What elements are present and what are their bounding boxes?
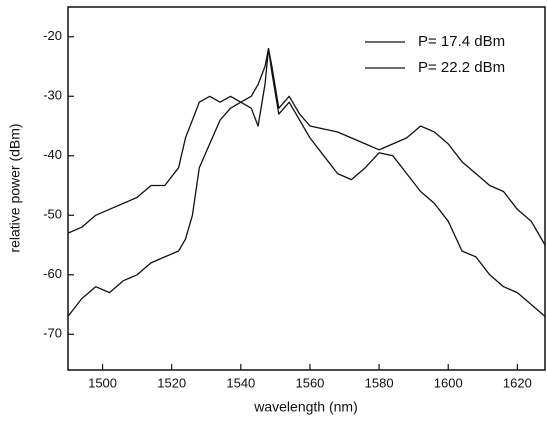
x-tick-label: 1520 bbox=[157, 375, 186, 390]
x-tick-label: 1540 bbox=[226, 375, 255, 390]
x-tick-label: 1500 bbox=[88, 375, 117, 390]
line-series bbox=[67, 48, 546, 317]
legend-label: P= 22.2 dBm bbox=[418, 59, 505, 76]
plot-frame bbox=[67, 6, 546, 371]
y-tick-label: -40 bbox=[43, 147, 62, 162]
y-axis-label: relative power (dBm) bbox=[7, 123, 23, 252]
line-series bbox=[67, 48, 546, 246]
legend-label: P= 17.4 dBm bbox=[418, 33, 505, 50]
x-tick-label: 1560 bbox=[295, 375, 324, 390]
y-tick-label: -60 bbox=[43, 266, 62, 281]
x-tick-label: 1600 bbox=[434, 375, 463, 390]
y-tick-label: -70 bbox=[43, 326, 62, 341]
x-axis-label: wavelength (nm) bbox=[253, 399, 358, 415]
x-tick-label: 1620 bbox=[503, 375, 532, 390]
x-tick-label: 1580 bbox=[365, 375, 394, 390]
y-tick-label: -50 bbox=[43, 207, 62, 222]
y-tick-label: -30 bbox=[43, 88, 62, 103]
y-tick-label: -20 bbox=[43, 28, 62, 43]
